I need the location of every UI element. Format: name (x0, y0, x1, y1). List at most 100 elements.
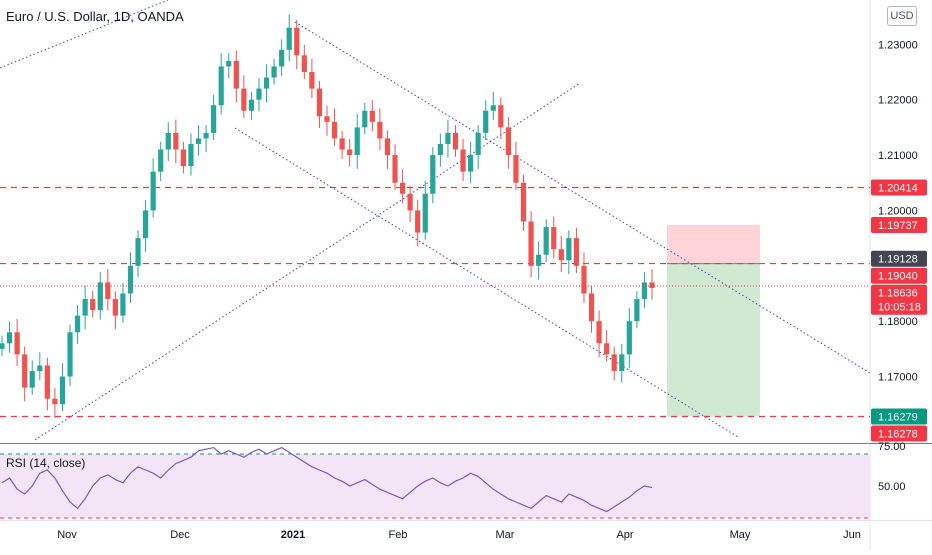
candle-body (347, 149, 353, 156)
candle-body (619, 354, 625, 372)
candle-body (407, 193, 413, 211)
candle-body (581, 265, 587, 294)
candle-body (558, 249, 564, 261)
candle-body (611, 354, 617, 372)
countdown-label: 10:05:18 (878, 302, 921, 314)
price-tick-label: 1.23000 (878, 39, 918, 51)
candle-body (475, 132, 481, 156)
candle-body (498, 105, 504, 128)
price-label-box (871, 216, 927, 233)
candle-body (490, 105, 496, 111)
candle-body (309, 71, 315, 89)
time-tick-label: Apr (616, 529, 633, 541)
candle-body (67, 332, 73, 377)
candle-body (316, 88, 323, 117)
candle-body (505, 127, 511, 156)
time-tick-label: 2021 (281, 529, 305, 541)
candle-body (415, 210, 421, 233)
candle-body (127, 265, 134, 294)
rsi-label: RSI (14, close) (6, 456, 86, 470)
candle-body (422, 193, 428, 233)
time-tick-label: Nov (57, 529, 77, 541)
candle-body (37, 365, 43, 372)
candle-body (6, 332, 13, 344)
time-tick-label: Jun (843, 529, 861, 541)
price-label-text: 1.20414 (878, 182, 918, 194)
candle-body (528, 221, 534, 266)
candle-body (445, 132, 451, 144)
stop-loss-zone (667, 224, 760, 264)
candle-body (135, 238, 141, 266)
candle-body (430, 155, 436, 194)
candle-body (263, 77, 270, 89)
price-label-text: 1.19040 (878, 271, 918, 283)
candle-body (52, 398, 58, 405)
candle-body (294, 27, 300, 56)
candle-body (105, 282, 111, 300)
candle-body (180, 149, 186, 167)
candle-body (165, 132, 171, 150)
candle-body (158, 149, 164, 172)
candle-body (74, 315, 81, 333)
candle-body (392, 155, 398, 183)
candle-body (301, 55, 307, 72)
price-label-box (871, 284, 927, 315)
candle-body (649, 282, 655, 288)
candle-body (513, 155, 519, 183)
candle-body (634, 299, 640, 322)
candle-body (483, 110, 489, 133)
candle-body (520, 182, 527, 222)
price-label-text: 1.16278 (878, 428, 918, 440)
candle-body (14, 332, 20, 355)
price-label-box (871, 408, 927, 425)
trendline (234, 127, 739, 438)
candle-body (226, 60, 232, 67)
time-tick-label: May (730, 529, 751, 541)
candle-body (460, 149, 466, 172)
price-label-text: 1.19737 (878, 220, 918, 232)
rsi-tick-label: 75.00 (878, 441, 906, 453)
symbol-title: Euro / U.S. Dollar, 1D, OANDA (6, 9, 184, 24)
candle-body (596, 321, 602, 344)
candle-body (173, 132, 179, 150)
candle-body (573, 238, 580, 266)
candle-body (354, 127, 360, 156)
candle-body (566, 238, 572, 261)
trendline (294, 21, 871, 374)
candle-body (203, 132, 209, 139)
candle-body (195, 138, 202, 144)
candle-body (120, 293, 126, 316)
candle-body (233, 60, 239, 89)
candle-body (97, 282, 103, 311)
candle-body (112, 299, 118, 316)
candle-body (324, 116, 330, 122)
candle-body (188, 143, 194, 167)
candle-body (90, 299, 96, 311)
price-label-box (871, 425, 927, 442)
price-label-box (871, 267, 927, 284)
candle-body (641, 282, 648, 300)
price-label-text: 1.19128 (878, 254, 918, 266)
candle-body (29, 371, 35, 388)
candle-body (377, 121, 383, 139)
candle-body (256, 88, 262, 100)
time-tick-label: Mar (496, 529, 515, 541)
currency-button[interactable]: USD (887, 6, 917, 26)
candle-body (211, 105, 217, 133)
candle-body (331, 121, 338, 139)
price-label-text: 1.16279 (878, 411, 918, 423)
price-label-text: 1.18636 (878, 288, 918, 300)
candle-body (339, 138, 345, 150)
candle-body (0, 343, 5, 349)
time-tick-label: Feb (389, 529, 408, 541)
candle-body (468, 155, 474, 172)
candle-body (279, 49, 285, 67)
price-label-box (871, 250, 927, 267)
candle-body (604, 343, 610, 355)
candle-body (437, 143, 443, 156)
candle-body (369, 110, 375, 122)
candle-body (82, 299, 88, 316)
price-tick-label: 1.21000 (878, 150, 918, 162)
